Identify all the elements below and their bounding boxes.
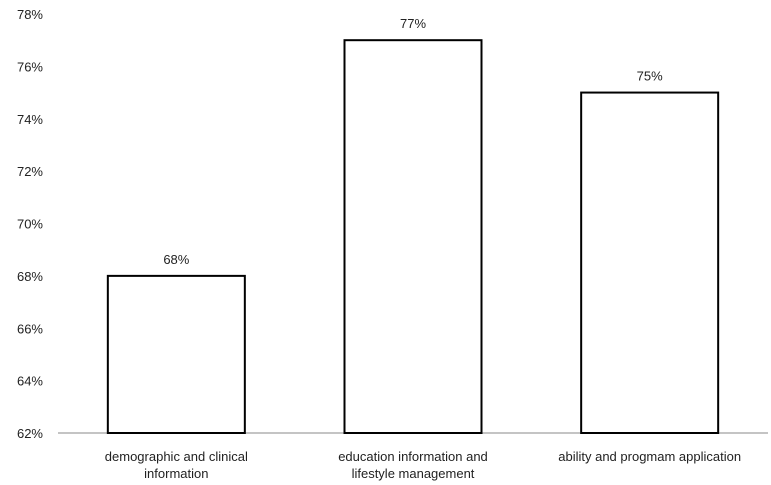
y-tick-label: 64% [17, 374, 43, 389]
y-tick-label: 76% [17, 59, 43, 74]
bar-data-label: 77% [400, 16, 426, 31]
bars-group [106, 39, 720, 434]
y-tick-label: 74% [17, 112, 43, 127]
data-labels-group: 68% 77% 75% [163, 16, 663, 267]
bar-data-label: 75% [637, 69, 663, 84]
x-category-label: ability and progmam application [558, 449, 741, 464]
y-axis-ticks: 62% 64% 66% 68% 70% 72% 74% 76% 78% [17, 7, 43, 441]
y-tick-label: 62% [17, 426, 43, 441]
y-tick-label: 72% [17, 164, 43, 179]
y-tick-label: 66% [17, 321, 43, 336]
x-category-label: education information and lifestyle manag… [338, 449, 488, 481]
y-tick-label: 78% [17, 7, 43, 22]
x-category-label: demographic and clinical information [105, 449, 248, 481]
y-tick-label: 68% [17, 269, 43, 284]
bar [580, 91, 720, 434]
bar-data-label: 68% [163, 252, 189, 267]
category-labels-group: demographic and clinical information educa… [105, 449, 741, 481]
bar [106, 274, 246, 434]
bar [343, 39, 483, 434]
y-tick-label: 70% [17, 217, 43, 232]
